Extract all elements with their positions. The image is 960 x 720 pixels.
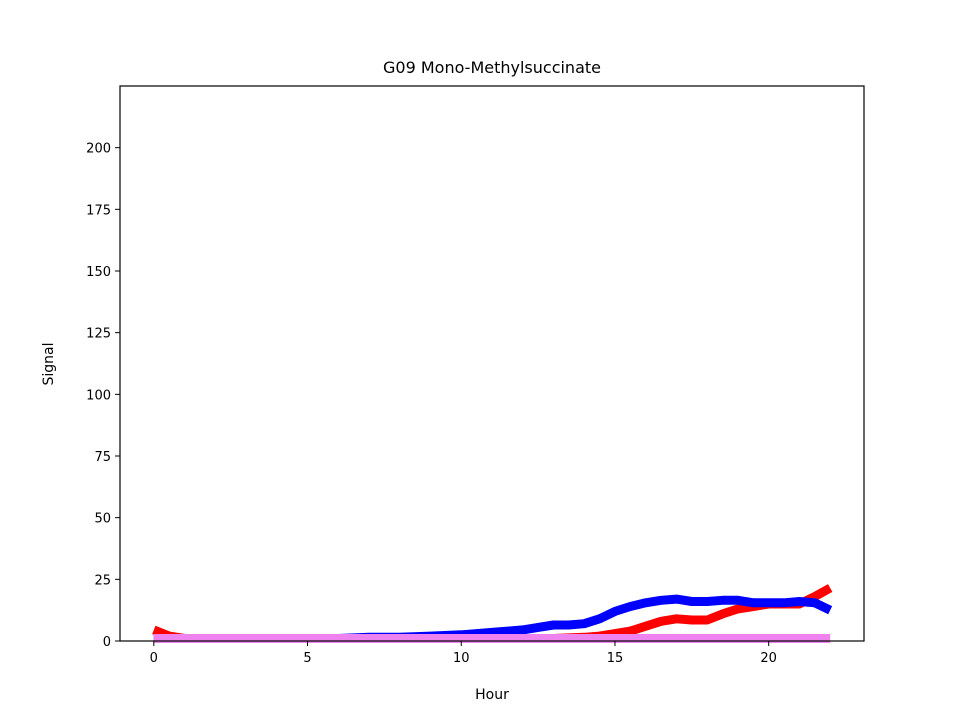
x-tick-label: 15: [607, 651, 624, 666]
x-tick-label: 0: [150, 651, 158, 666]
x-axis: 0 5 10 15 20: [150, 641, 777, 666]
x-axis-label: Hour: [475, 687, 509, 703]
x-tick-label: 10: [453, 651, 470, 666]
chart-title: G09 Mono-Methylsuccinate: [383, 58, 601, 77]
plot-area-frame: [119, 85, 865, 642]
y-tick-label: 175: [86, 203, 111, 218]
y-tick-label: 125: [86, 327, 111, 342]
y-axis: 0 25 50 75 100 125 150 175 200: [86, 142, 120, 650]
series-layer: [152, 584, 833, 643]
y-tick-label: 75: [94, 450, 111, 465]
y-tick-label: 50: [94, 512, 111, 527]
y-tick-label: 25: [94, 573, 111, 588]
y-tick-label: 150: [86, 265, 111, 280]
y-tick-label: 100: [86, 388, 111, 403]
y-tick-label: 0: [103, 635, 111, 650]
y-tick-label: 200: [86, 142, 111, 157]
y-axis-label: Signal: [41, 342, 57, 385]
x-tick-label: 5: [303, 651, 311, 666]
x-tick-label: 20: [760, 651, 777, 666]
